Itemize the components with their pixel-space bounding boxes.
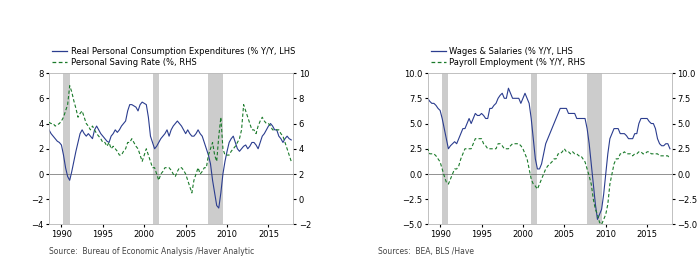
Bar bbox=[442, 73, 449, 224]
Legend: Real Personal Consumption Expenditures (% Y/Y, LHS, Personal Saving Rate (%, RHS: Real Personal Consumption Expenditures (… bbox=[49, 43, 298, 70]
Bar bbox=[153, 73, 159, 224]
Legend: Wages & Salaries (% Y/Y, LHS, Payroll Employment (% Y/Y, RHS: Wages & Salaries (% Y/Y, LHS, Payroll Em… bbox=[428, 43, 589, 70]
Bar bbox=[587, 73, 601, 224]
Text: Sources:  BEA, BLS /Have: Sources: BEA, BLS /Have bbox=[378, 247, 474, 256]
Bar bbox=[531, 73, 538, 224]
Bar bbox=[64, 73, 70, 224]
Text: Source:  Bureau of Economic Analysis /Haver Analytic: Source: Bureau of Economic Analysis /Hav… bbox=[49, 247, 254, 256]
Bar bbox=[209, 73, 223, 224]
